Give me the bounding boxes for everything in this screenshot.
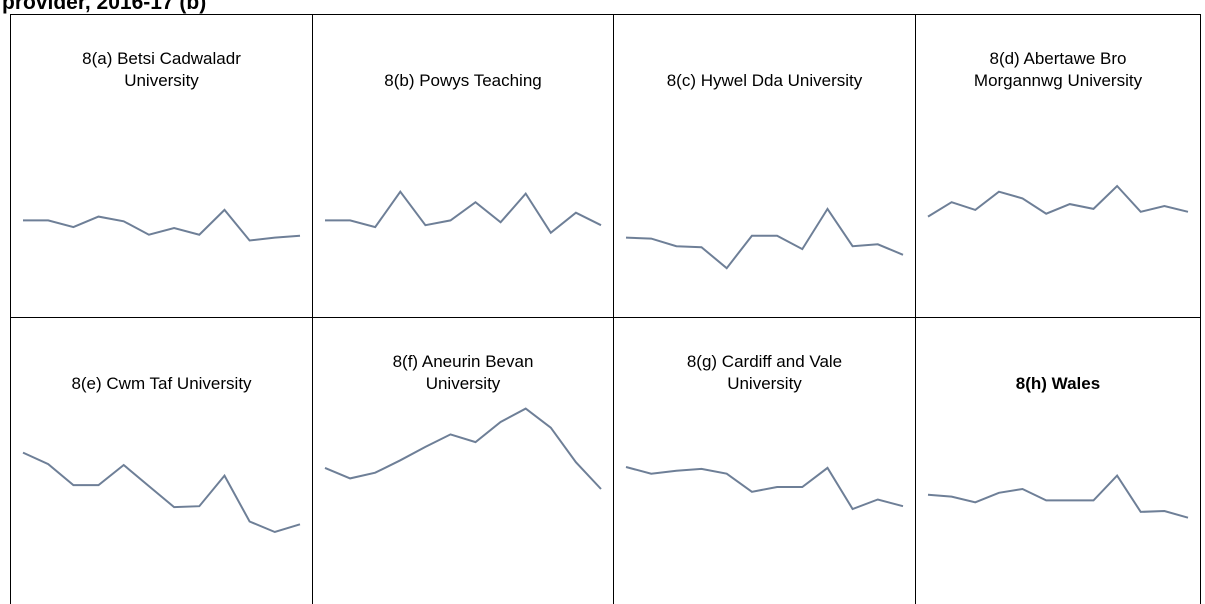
panel-title: 8(b) Powys Teaching [384,71,542,90]
panel-title: 8(g) Cardiff and Vale [686,352,843,371]
panel-body [10,400,312,604]
panel-header: 8(d) Abertawe Bro Morgannwg University [915,14,1200,97]
panel-title: 8(e) Cwm Taf University [71,374,252,393]
sparkline [927,184,1189,218]
sparkline [927,473,1189,519]
sparkline-chart [927,473,1189,519]
panel-title: University [124,71,199,90]
sparkline [625,466,904,511]
panel-title: University [425,374,501,393]
panel-header: 8(e) Cwm Taf University [10,317,312,400]
panel-title: Morgannwg University [973,71,1143,90]
panel-title: 8(h) Wales [1015,374,1101,393]
panel-title: University [727,374,802,393]
panel-header: 8(h) Wales [915,317,1200,400]
sparkline-chart [324,407,602,490]
sparkline [23,208,301,242]
sparkline-chart [22,451,301,534]
panel-body [915,400,1200,604]
sparkline-chart [927,184,1189,218]
sparkline [325,190,602,235]
page-title: provider, 2016-17 (b) [2,0,207,14]
sparkline-chart [325,190,602,235]
sparkline [22,451,301,534]
panel-title: 8(d) Abertawe Bro [989,49,1127,68]
panel-header: 8(f) Aneurin Bevan University [312,317,613,400]
sparkline [625,207,904,270]
panel-title: 8(a) Betsi Cadwaladr [82,49,241,68]
panel-title: 8(c) Hywel Dda University [666,71,863,90]
panel-body [10,97,312,317]
panel-header: 8(b) Powys Teaching [312,14,613,97]
panel-body [312,400,613,604]
panel-body [312,97,613,317]
table-border [1200,14,1201,604]
panel-body [915,97,1200,317]
panel-title: 8(f) Aneurin Bevan [392,352,534,371]
sparkline-chart [625,466,904,511]
panel-body [613,97,915,317]
sparkline-chart [625,207,904,270]
panel-header: 8(c) Hywel Dda University [613,14,915,97]
sparkline-chart [23,208,301,242]
sparkline [324,407,602,490]
panel-body [613,400,915,604]
panel-header: 8(g) Cardiff and Vale University [613,317,915,400]
panel-header: 8(a) Betsi Cadwaladr University [10,14,312,97]
